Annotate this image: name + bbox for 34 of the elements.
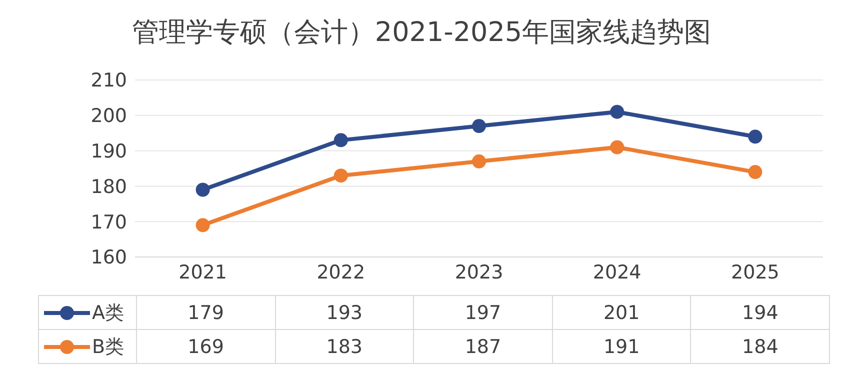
x-tick-label: 2023 [454,261,504,284]
y-tick-label: 160 [90,246,127,269]
x-tick-label: 2021 [178,261,227,284]
point [610,140,624,154]
y-tick-label: 190 [90,140,127,163]
data-label: 179 [136,296,276,330]
point [334,133,348,148]
x-tick-label: 2022 [316,261,366,284]
point [748,130,762,144]
data-label: 183 [275,330,414,364]
data-label: 187 [414,330,552,364]
legend-label: A类 [92,302,124,324]
point [334,168,348,183]
point [748,165,762,180]
y-tick-label: 170 [90,211,127,234]
data-label: 184 [690,330,830,364]
data-label: 191 [552,330,691,364]
y-tick-label: 200 [90,105,127,128]
point [610,104,624,119]
x-tick-label: 2024 [592,261,642,284]
y-tick-label: 210 [90,70,127,92]
data-label: 201 [552,296,691,330]
y-tick-label: 180 [90,176,127,198]
data-label: 169 [136,330,276,364]
point [196,182,210,197]
chart-title: 管理学专硕（会计）2021-2025年国家线趋势图 [130,16,712,50]
point [472,119,486,134]
data-label: 197 [414,296,552,330]
point [196,218,210,232]
legend-label: B类 [92,336,124,358]
x-tick-label: 2025 [731,261,780,284]
data-label: 193 [275,296,414,330]
point [472,154,486,168]
data-label: 194 [690,296,830,330]
